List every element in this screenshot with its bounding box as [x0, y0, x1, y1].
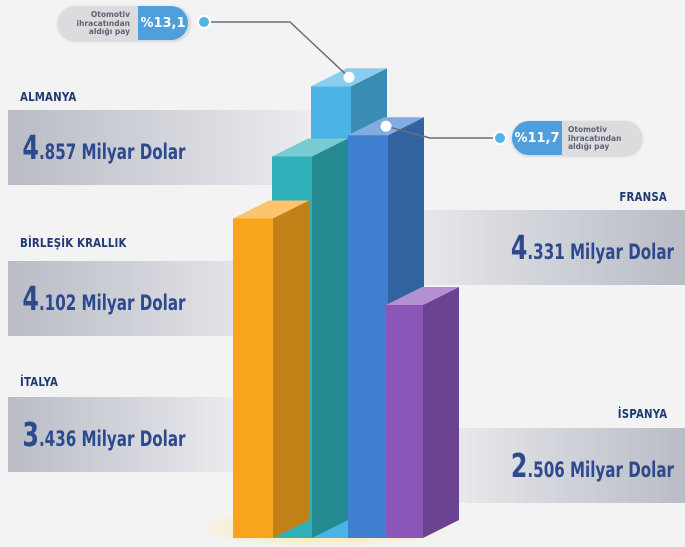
- country-name-almanya: ALMANYA: [20, 90, 77, 104]
- value-rest-italya: .436 Milyar Dolar: [38, 427, 186, 451]
- bar-front-ispanya: [386, 304, 423, 538]
- callout-almanya: Otomotiv ihracatından aldığı pay %13,1: [58, 6, 190, 40]
- value-label-italya: 3.436 Milyar Dolar: [8, 415, 185, 454]
- value-rest-birlesik-krallik: .102 Milyar Dolar: [38, 291, 186, 315]
- bar-top-italya: [233, 200, 309, 219]
- value-label-ispanya: 2.506 Milyar Dolar: [510, 446, 685, 485]
- bar-front-fransa: [348, 135, 388, 539]
- bar-top-ispanya: [386, 286, 459, 305]
- bar-italya: [233, 200, 309, 538]
- value-label-almanya: 4.857 Milyar Dolar: [8, 128, 185, 167]
- callout-fransa: %11,7 Otomotiv ihracatından aldığı pay: [512, 121, 642, 155]
- callout-label-fransa: Otomotiv ihracatından aldığı pay: [568, 125, 622, 151]
- connector-dot-fransa: [493, 131, 507, 145]
- value-rest-fransa: .331 Milyar Dolar: [526, 240, 674, 264]
- country-name-fransa: FRANSA: [619, 190, 667, 204]
- bar-marker-fransa: [380, 120, 392, 132]
- value-label-birlesik-krallik: 4.102 Milyar Dolar: [8, 279, 185, 318]
- bar-side-ispanya: [423, 286, 459, 538]
- country-name-ispanya: İSPANYA: [617, 407, 667, 421]
- value-lead-italya: 3: [22, 415, 39, 454]
- value-rest-almanya: .857 Milyar Dolar: [38, 140, 186, 164]
- callout-value-almanya: %13,1: [138, 6, 188, 40]
- bar-side-italya: [273, 200, 309, 538]
- callout-value-fransa: %11,7: [512, 121, 562, 155]
- country-name-birlesik-krallik: BİRLEŞİK KRALLIK: [20, 236, 127, 250]
- connector-almanya: [204, 21, 350, 78]
- connector-fransa: [385, 125, 500, 139]
- value-lead-birlesik-krallik: 4: [22, 279, 39, 318]
- value-label-fransa: 4.331 Milyar Dolar: [510, 228, 685, 267]
- connector-dot-almanya: [197, 15, 211, 29]
- country-name-italya: İTALYA: [20, 375, 59, 389]
- value-band-almanya: 4.857 Milyar Dolar: [8, 110, 338, 185]
- value-lead-almanya: 4: [22, 128, 39, 167]
- callout-label-almanya: Otomotiv ihracatından aldığı pay: [76, 10, 130, 36]
- value-lead-fransa: 4: [510, 228, 527, 267]
- bar-front-italya: [233, 218, 273, 538]
- value-rest-ispanya: .506 Milyar Dolar: [526, 458, 674, 482]
- value-band-ispanya: 2.506 Milyar Dolar: [420, 428, 685, 503]
- bar-ispanya: [386, 286, 459, 538]
- value-band-italya: 3.436 Milyar Dolar: [8, 397, 258, 472]
- bar-side-birlesik-krallik: [312, 138, 348, 538]
- bar-top-birlesik-krallik: [272, 138, 348, 157]
- value-lead-ispanya: 2: [510, 446, 527, 485]
- bar-marker-almanya: [343, 71, 355, 83]
